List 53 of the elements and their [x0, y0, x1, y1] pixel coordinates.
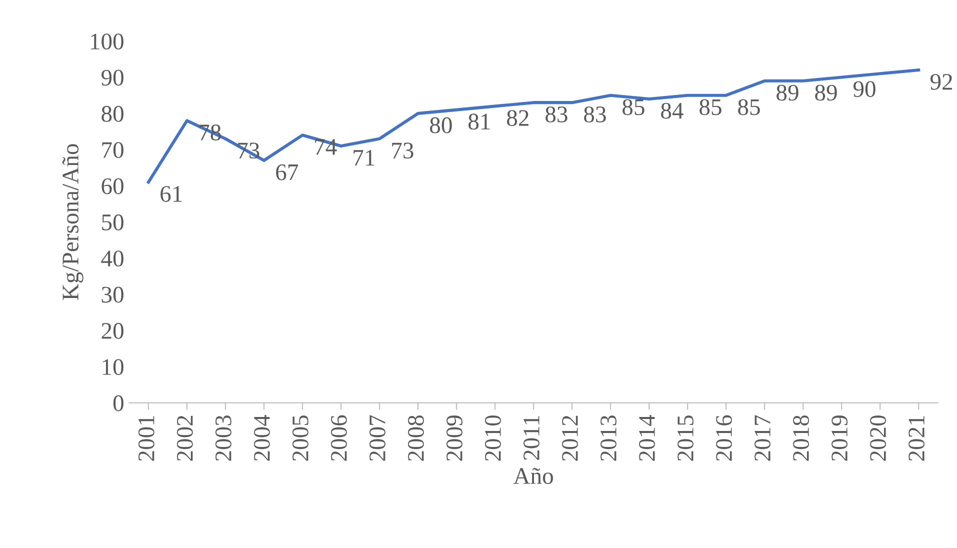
y-axis-title: Kg/Persona/Año — [62, 144, 84, 300]
x-tick-label: 2001 — [138, 416, 154, 461]
x-tick-label: 2004 — [254, 414, 270, 461]
y-tick-label: 0 — [113, 395, 124, 412]
data-label: 82 — [507, 110, 528, 126]
data-label: 81 — [468, 114, 490, 130]
x-tick-label: 2014 — [639, 414, 655, 461]
data-label: 61 — [160, 186, 182, 202]
x-tick-label: 2017 — [754, 415, 770, 461]
data-label: 83 — [584, 106, 606, 122]
data-label: 71 — [354, 150, 374, 166]
data-label: 89 — [776, 84, 798, 101]
data-label: 74 — [315, 139, 337, 155]
data-label: 89 — [815, 84, 837, 101]
x-tick-label: 2018 — [793, 415, 809, 461]
data-label: 85 — [622, 99, 644, 116]
y-tick-label: 40 — [101, 250, 124, 267]
x-tick-label: 2011 — [524, 416, 540, 460]
y-tick-label: 50 — [102, 214, 124, 230]
x-tick-label: 2005 — [292, 416, 308, 461]
data-label: 85 — [738, 99, 760, 116]
data-label: 84 — [661, 102, 684, 119]
data-label: 85 — [700, 99, 722, 116]
x-tick-label: 2002 — [176, 416, 193, 461]
data-label: 90 — [853, 81, 876, 98]
x-tick-label: 2012 — [562, 416, 578, 461]
y-tick-label: 10 — [102, 359, 124, 376]
x-tick-label: 2008 — [408, 415, 424, 461]
y-tick-label: 100 — [90, 34, 124, 50]
y-tick-label: 20 — [102, 322, 124, 339]
x-tick-label: 2019 — [832, 416, 848, 461]
y-tick-label: 90 — [101, 70, 124, 86]
data-label: 73 — [392, 142, 414, 159]
y-tick-label: 70 — [102, 142, 124, 158]
x-axis-title: Año — [513, 468, 553, 484]
x-tick-label: 2015 — [678, 416, 694, 461]
line-series — [146, 68, 920, 184]
x-tick-label: 2007 — [369, 415, 386, 461]
x-tick-label: 2009 — [446, 416, 462, 461]
x-tick-label: 2010 — [484, 415, 501, 461]
x-tick-label: 2020 — [870, 415, 886, 461]
y-tick-label: 30 — [102, 286, 124, 303]
data-label: 80 — [430, 117, 452, 134]
y-tick-label: 60 — [102, 178, 124, 194]
y-tick-label: 80 — [102, 106, 124, 122]
x-tick-label: 2013 — [600, 416, 616, 461]
data-label: 67 — [276, 164, 298, 180]
data-label: 92 — [930, 74, 952, 90]
x-tick-label: 2006 — [330, 415, 347, 461]
x-tick-label: 2003 — [215, 416, 232, 461]
x-tick-label: 2021 — [908, 416, 925, 461]
data-label: 83 — [546, 106, 568, 122]
x-tick-label: 2016 — [716, 415, 732, 461]
